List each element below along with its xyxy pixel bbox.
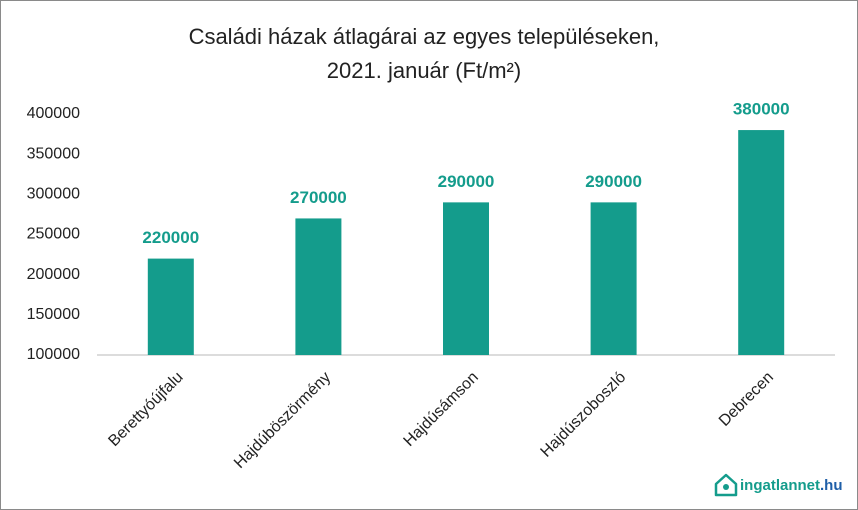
chart-title: Családi házak átlagárai az egyes települ… [189, 24, 660, 49]
logo-tld: .hu [820, 477, 843, 494]
y-tick-label: 200000 [27, 266, 80, 283]
y-tick-label: 150000 [27, 306, 80, 323]
bar [738, 130, 785, 355]
y-tick-label: 400000 [27, 105, 80, 122]
bar [590, 202, 637, 355]
bar [443, 202, 489, 355]
logo-icon-dot [723, 484, 729, 490]
data-label: 380000 [733, 100, 790, 119]
data-label: 270000 [290, 188, 347, 207]
logo-text: ingatlannet.hu [740, 477, 843, 494]
data-label: 290000 [585, 172, 642, 191]
chart-title: 2021. január (Ft/m²) [327, 58, 521, 83]
bar [147, 258, 194, 355]
logo-icon [714, 473, 738, 497]
y-tick-label: 100000 [27, 346, 80, 363]
y-tick-label: 300000 [27, 186, 80, 203]
data-label: 220000 [142, 228, 199, 247]
data-label: 290000 [438, 172, 495, 191]
logo-name: ingatlannet [740, 477, 820, 494]
logo: ingatlannet.hu [714, 473, 843, 497]
bar [295, 218, 342, 355]
y-tick-label: 250000 [27, 226, 80, 243]
y-tick-label: 350000 [27, 145, 80, 162]
